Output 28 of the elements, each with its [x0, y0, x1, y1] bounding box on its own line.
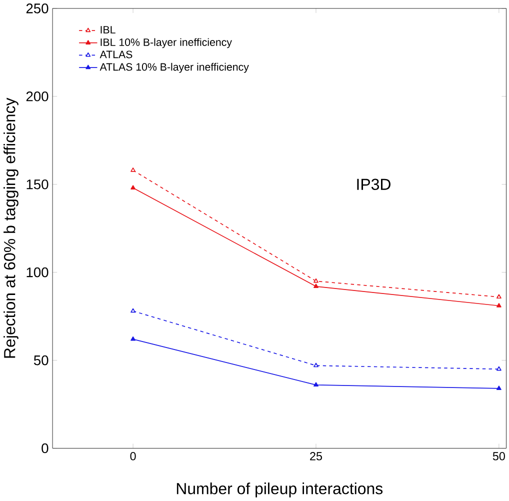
legend-label: IBL: [100, 26, 116, 34]
point: [130, 336, 136, 341]
y-axis-title: Rejection at 60% b tagging efficiency: [4, 98, 18, 358]
point: [496, 386, 502, 390]
y-tick-label: 50: [34, 355, 48, 366]
y-tick-label: 250: [26, 4, 48, 14]
y-tick-label: 0: [42, 443, 48, 454]
point: [314, 278, 318, 283]
x-tick-label: 50: [492, 452, 505, 460]
annotation: IP3D: [357, 178, 390, 190]
point: [496, 294, 502, 299]
point: [496, 303, 502, 308]
y-tick-label: 150: [26, 179, 48, 190]
point: [130, 185, 136, 190]
point: [130, 168, 136, 172]
x-tick-label: 25: [310, 452, 322, 460]
point: [496, 366, 502, 371]
x-axis-title: Number of pileup interactions: [176, 482, 383, 498]
point: [314, 382, 318, 387]
legend-label: ATLAS 10% B-layer inefficiency: [100, 62, 249, 73]
point: [314, 284, 318, 288]
y-tick-label: 200: [26, 92, 48, 102]
legend-label: IBL 10% B-layer inefficiency: [100, 38, 232, 48]
legend-label: ATLAS: [100, 50, 132, 58]
x-tick-label: 0: [130, 452, 136, 460]
point: [130, 308, 136, 313]
point: [314, 362, 318, 368]
y-tick-label: 100: [26, 267, 48, 278]
